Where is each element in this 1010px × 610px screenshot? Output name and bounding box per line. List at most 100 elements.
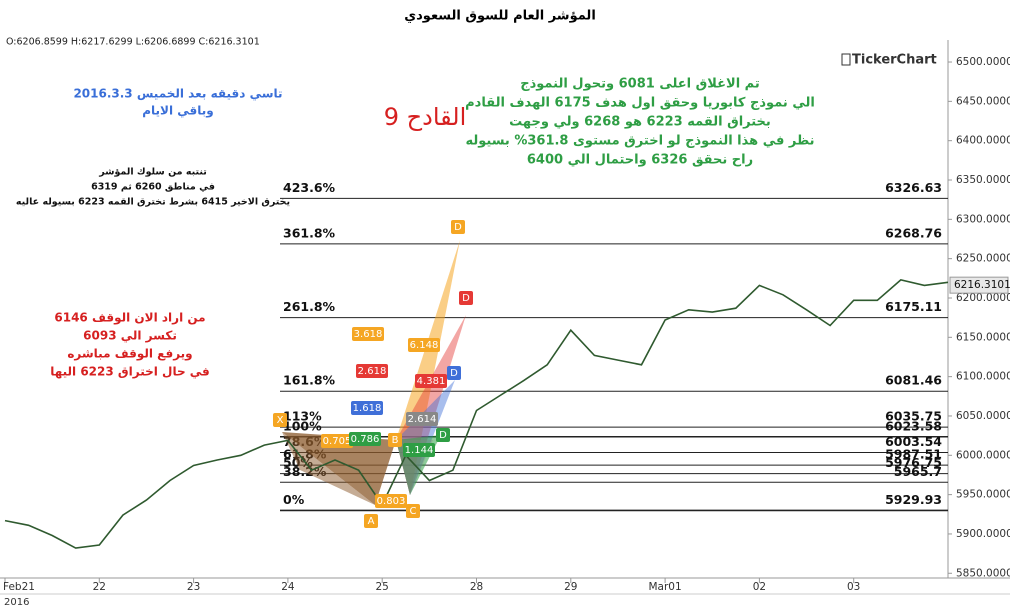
fib-price: 6023.58 <box>885 418 942 433</box>
ratio-label: 1.618 <box>353 403 382 414</box>
note-text: في مناطق 6260 ثم 6319 <box>91 182 215 193</box>
fib-ratio: 0% <box>283 492 305 507</box>
x-tick-label: 29 <box>564 581 577 593</box>
ratio-label: 0.705 <box>323 436 352 447</box>
fib-price: 5929.93 <box>885 492 942 507</box>
ratio-box <box>406 412 438 426</box>
fib-price: 5965.7 <box>894 464 942 479</box>
pattern-shape <box>282 432 375 505</box>
point-label: B <box>392 435 399 446</box>
note-text: راح نحقق 6326 واحتمال الي 6400 <box>527 153 753 168</box>
brand: TickerChart <box>852 53 937 68</box>
ratio-box <box>352 327 384 341</box>
y-tick-label: 5950.0000 <box>956 489 1010 501</box>
pattern-shape <box>396 240 460 495</box>
ratio-label: 4.381 <box>417 376 446 387</box>
chart-title: المؤشر العام للسوق السعودي <box>404 9 596 24</box>
fib-ratio: 113% <box>283 409 322 424</box>
brand-icon <box>841 53 851 66</box>
y-tick-label: 6150.0000 <box>956 331 1010 343</box>
y-tick-label: 6050.0000 <box>956 410 1010 422</box>
point-box <box>273 413 287 427</box>
y-tick-label: 6450.0000 <box>956 95 1010 107</box>
last-price-label: 6216.3101 <box>954 279 1010 291</box>
fib-ratio: 261.8% <box>283 299 336 314</box>
note-text: تنتبه من سلوك المؤشر <box>98 167 207 178</box>
y-tick-label: 6400.0000 <box>956 135 1010 147</box>
fib-ratio: 161.8% <box>283 373 336 388</box>
note-text: تم الاغلاق اعلى 6081 وتحول النموذج <box>520 77 760 92</box>
y-tick-label: 5900.0000 <box>956 528 1010 540</box>
y-tick-label: 6300.0000 <box>956 213 1010 225</box>
note-text: الي نموذج كابوريا وحقق اول هدف 6175 الهد… <box>465 96 815 111</box>
note-text: تاسي دقيقه بعد الخميس 2016.3.3 <box>73 87 282 101</box>
ratio-box <box>321 434 353 448</box>
fib-ratio: 423.6% <box>283 180 336 195</box>
point-box <box>459 291 473 305</box>
point-label: D <box>450 368 458 379</box>
fib-price: 6035.75 <box>885 409 942 424</box>
point-box <box>436 428 450 442</box>
note-text: في حال اختراق 6223 اليها <box>50 365 210 379</box>
y-tick-label: 6200.0000 <box>956 292 1010 304</box>
fib-ratio: 100% <box>283 418 322 433</box>
y-tick-label: 6250.0000 <box>956 253 1010 265</box>
x-tick-label: Mar01 <box>649 581 682 593</box>
year-label: 2016 <box>4 597 29 608</box>
note-text: يخترق الاخير 6415 بشرط تخترق القمه 6223 … <box>16 197 290 208</box>
point-label: D <box>462 293 470 304</box>
ratio-label: 0.803 <box>377 496 406 507</box>
y-tick-label: 6100.0000 <box>956 371 1010 383</box>
y-tick-label: 6500.0000 <box>956 56 1010 68</box>
fib-price: 5976.75 <box>885 455 942 470</box>
point-box <box>447 366 461 380</box>
fib-price: 6081.46 <box>885 373 942 388</box>
ratio-label: 2.614 <box>408 414 437 425</box>
y-tick-label: 5850.0000 <box>956 567 1010 579</box>
ratio-box <box>408 338 440 352</box>
fib-price: 5987.51 <box>885 447 942 462</box>
fib-price: 6326.63 <box>885 180 942 195</box>
ratio-box <box>375 494 407 508</box>
pattern-shape <box>282 432 396 505</box>
ratio-box <box>415 374 447 388</box>
note-text: نظر في هذا النموذج لو اخترق مستوى 361.8%… <box>465 134 814 149</box>
point-box <box>388 433 402 447</box>
note-text: من اراد الان الوقف 6146 <box>54 311 205 326</box>
x-tick-label: 23 <box>187 581 200 593</box>
ratio-label: 2.618 <box>358 366 387 377</box>
last-price-marker <box>949 276 1009 294</box>
ratio-label: 1.144 <box>405 445 434 456</box>
point-label: A <box>368 516 375 527</box>
point-label: D <box>454 222 462 233</box>
y-tick-label: 6350.0000 <box>956 174 1010 186</box>
ratio-box <box>403 443 435 457</box>
x-tick-label: 25 <box>376 581 389 593</box>
x-tick-label: 22 <box>93 581 106 593</box>
x-tick-label: Feb21 <box>3 581 35 593</box>
point-box <box>451 220 465 234</box>
point-label: C <box>410 506 417 517</box>
x-tick-label: 28 <box>470 581 483 593</box>
y-tick-label: 6000.0000 <box>956 449 1010 461</box>
fib-price: 6003.54 <box>885 434 942 449</box>
ratio-label: 3.618 <box>354 329 383 340</box>
point-box <box>406 504 420 518</box>
point-box <box>364 514 378 528</box>
ratio-label: 0.786 <box>351 434 380 445</box>
fib-ratio: 361.8% <box>283 225 336 240</box>
price-line <box>4 279 949 549</box>
big-note: القادح 9 <box>384 103 467 131</box>
ratio-box <box>356 364 388 378</box>
note-text: ويرفع الوقف مباشره <box>67 347 192 362</box>
point-label: D <box>439 430 447 441</box>
fib-price: 6268.76 <box>885 225 942 240</box>
ratio-box <box>349 432 381 446</box>
fib-price: 6175.11 <box>885 299 942 314</box>
point-label: X <box>277 415 284 426</box>
ratio-label: 6.148 <box>410 340 439 351</box>
note-text: وباقي الايام <box>142 104 214 119</box>
note-text: تكسر الي 6093 <box>83 329 177 343</box>
